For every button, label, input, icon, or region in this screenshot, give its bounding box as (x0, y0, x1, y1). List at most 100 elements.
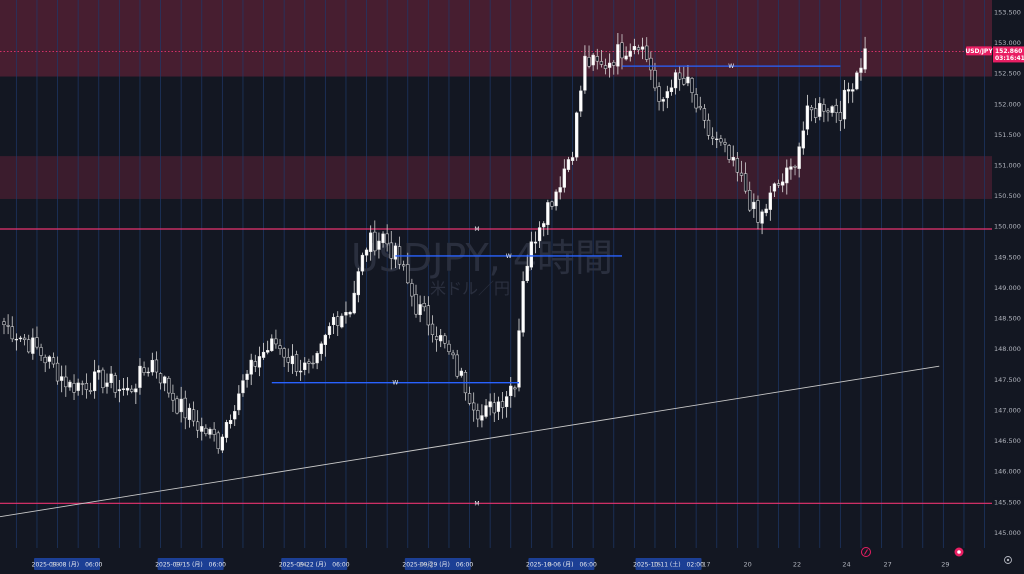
candle-body (175, 398, 179, 414)
candle (620, 34, 624, 70)
replay-icon[interactable] (954, 547, 964, 557)
candle (595, 48, 599, 70)
candle (237, 385, 241, 416)
candle (249, 353, 253, 386)
candle (542, 221, 546, 237)
candle-body (673, 72, 678, 89)
resistance-zone (0, 156, 992, 199)
candle-body (649, 57, 653, 71)
settings-gear-icon[interactable] (1004, 556, 1012, 564)
price-tag-145500: 145.500 (994, 498, 1021, 506)
candle (167, 376, 171, 398)
candle (323, 333, 328, 357)
candle-body (863, 48, 867, 70)
price-tick-label: 151.500 (994, 131, 1021, 139)
candle-body (781, 181, 785, 186)
candle (776, 179, 781, 189)
candle (727, 143, 731, 164)
candle-body (418, 304, 422, 315)
candle (191, 401, 196, 427)
candle (406, 252, 410, 285)
candle-body (587, 57, 591, 67)
candle-body (43, 356, 47, 364)
candle (710, 127, 715, 146)
candle-body (138, 365, 142, 388)
candle (587, 45, 591, 69)
candle (14, 333, 19, 351)
candle-body (18, 337, 23, 340)
candle (204, 424, 208, 437)
candle-body (10, 326, 14, 340)
candle-body (426, 305, 431, 326)
time-axis-date-tag (281, 558, 348, 570)
trendline[interactable] (0, 365, 940, 518)
level-label: M (474, 500, 479, 507)
candle-body (430, 323, 435, 335)
candle (344, 301, 348, 324)
candle (554, 189, 558, 211)
candle-body (51, 357, 56, 365)
candle-body (467, 393, 472, 404)
candle-body (603, 65, 608, 69)
alert-icon[interactable] (861, 547, 871, 557)
candle (286, 348, 290, 372)
candle-body (743, 173, 748, 192)
candle (10, 316, 14, 343)
time-axis-date-label: 2025-09-15 (月) 06:00 (155, 562, 226, 569)
candle (694, 87, 698, 113)
candle-body (167, 378, 171, 394)
symbol-watermark-subtitle: 米ドル／円 (430, 279, 510, 298)
price-tick-label: 145.000 (994, 529, 1021, 537)
candle (228, 414, 233, 429)
candle-body (583, 55, 587, 91)
candle (278, 338, 282, 355)
price-tick-label: 150.500 (994, 192, 1021, 200)
candle (612, 60, 616, 75)
candle-body (694, 94, 698, 109)
candle (183, 390, 187, 430)
candle (599, 50, 604, 68)
candle (294, 350, 299, 377)
candle (673, 69, 678, 95)
price-tick-label: 149.500 (994, 253, 1021, 261)
candle (331, 313, 336, 334)
candle-body (389, 242, 393, 259)
resistance-zone (0, 0, 992, 77)
candle-body (529, 241, 534, 268)
candle (154, 351, 159, 379)
candle (838, 100, 843, 132)
candle-body (60, 376, 64, 381)
time-axis-tick-label: 24 (842, 561, 850, 569)
candle (179, 386, 183, 423)
candle (521, 271, 525, 337)
candle-body (364, 249, 369, 256)
candle-body (92, 371, 97, 392)
candle-body (570, 157, 575, 161)
candle (47, 355, 51, 369)
candle (748, 181, 752, 213)
candle-body (813, 108, 818, 118)
candle-body (809, 107, 814, 111)
candle (682, 66, 686, 86)
candle-body (801, 130, 805, 149)
candle-body (113, 375, 117, 393)
candle-body (282, 348, 286, 358)
candle-body (422, 303, 426, 308)
candle-body (336, 316, 340, 326)
candle-body (764, 208, 768, 214)
candle (352, 280, 356, 315)
candle (566, 156, 571, 173)
candle (743, 162, 748, 194)
candle-body (768, 192, 772, 210)
candle-body (451, 352, 455, 356)
candle-body (859, 67, 863, 73)
candle (92, 359, 97, 399)
candle-body (715, 138, 719, 140)
candle-body (393, 245, 398, 260)
candle-body (566, 159, 571, 170)
candle (39, 343, 43, 362)
candle (813, 98, 818, 124)
candle-body (150, 359, 154, 373)
